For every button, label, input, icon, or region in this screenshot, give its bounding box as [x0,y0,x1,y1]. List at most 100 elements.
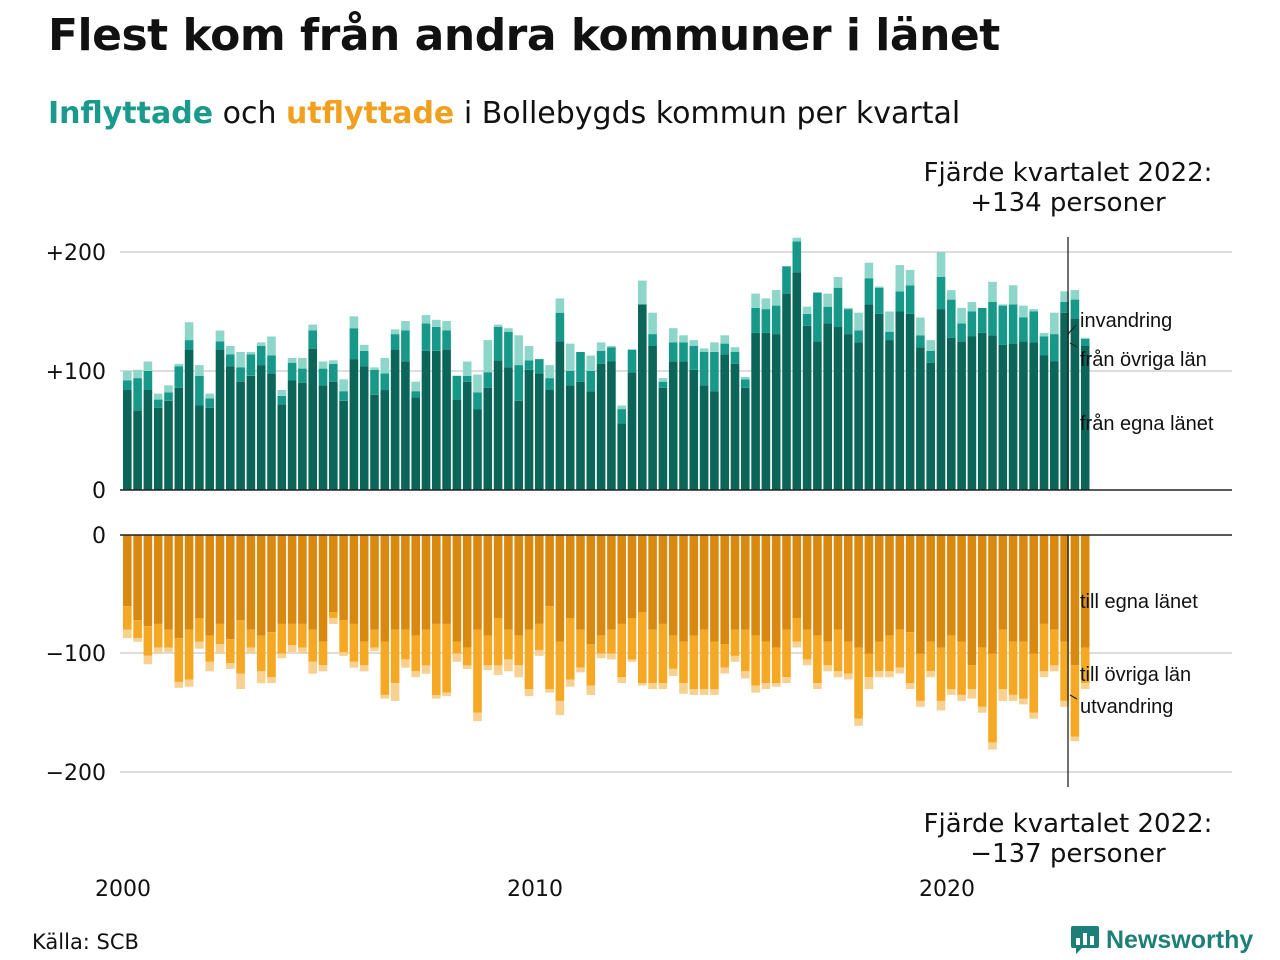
bar-out-utvandring [957,695,966,701]
bar-in-egna [844,334,853,490]
bar-in-egna [905,313,915,490]
bar-in-egna [153,407,163,490]
bar-out-ovriga [277,623,287,654]
bar-out-ovriga [267,632,276,678]
bar-out-ovriga [1008,641,1018,695]
bar-out-utvandring [905,683,915,689]
bar-out-egna [1019,535,1028,642]
bar-in-invandring [741,376,750,380]
bar-out-egna [689,535,699,636]
bar-in-ovriga [844,309,853,335]
bar-in-invandring [359,344,369,351]
bar-out-ovriga [493,618,503,666]
bar-in-ovriga [205,398,214,408]
bar-in-ovriga [730,352,740,364]
bar-in-ovriga [905,285,915,314]
inflow-bars [123,237,1090,491]
bar-out-utvandring [452,653,462,662]
bar-in-ovriga [833,287,843,327]
bar-out-ovriga [514,635,523,666]
bar-in-ovriga [236,367,245,382]
bar-out-ovriga [771,647,781,684]
bar-in-egna [215,349,225,490]
bar-out-ovriga [648,629,657,684]
bar-in-egna [576,381,585,490]
bar-in-egna [524,369,534,490]
bar-out-egna [411,535,420,636]
bar-out-ovriga [411,635,420,672]
bar-in-ovriga [370,369,379,395]
bar-out-utvandring [545,689,554,693]
bar-out-egna [761,535,771,642]
bar-out-egna [874,535,884,642]
bar-in-egna [318,385,328,490]
bar-in-invandring [133,369,142,379]
bar-in-invandring [226,346,235,355]
bar-in-egna [988,335,997,490]
bar-in-invandring [607,346,616,348]
bar-out-utvandring [380,695,390,699]
bar-in-egna [1060,312,1069,490]
bar-in-ovriga [411,391,420,398]
bar-out-ovriga [329,612,338,618]
bar-in-ovriga [751,307,760,333]
bar-in-invandring [823,293,832,307]
bar-out-ovriga [751,635,760,686]
bar-in-egna [298,382,307,490]
bar-out-utvandring [792,641,802,648]
bar-out-egna [1050,535,1059,630]
bar-in-invandring [1080,337,1090,339]
bar-out-ovriga [658,623,668,684]
bar-out-utvandring [421,665,431,674]
bar-out-ovriga [545,606,554,690]
bar-out-utvandring [473,712,482,722]
bar-in-ovriga [143,371,153,390]
bar-in-egna [916,347,925,490]
bar-in-ovriga [452,375,462,400]
bar-out-egna [524,535,534,630]
bar-in-invandring [596,342,606,351]
bar-out-utvandring [596,653,606,659]
bar-in-ovriga [442,330,451,350]
bar-out-egna [504,535,513,630]
bar-in-ovriga [535,359,544,374]
bar-out-utvandring [967,689,977,699]
bar-in-invandring [123,371,132,381]
bar-out-egna [123,535,132,607]
callout-bottom-line2: −137 personer [970,839,1166,869]
bar-in-egna [442,349,451,490]
bar-in-invandring [514,335,523,366]
bar-out-egna [576,535,585,630]
bar-in-invandring [679,335,688,343]
bar-out-ovriga [535,623,544,650]
x-tick: 2010 [507,877,563,902]
newsworthy-logo[interactable]: Newsworthy [1070,924,1253,956]
page-title: Flest kom från andra kommuner i länet [48,10,1000,61]
bar-out-egna [133,535,142,621]
bar-in-ovriga [174,366,184,388]
bar-out-ovriga [349,623,359,662]
bar-out-egna [329,535,338,612]
bar-out-ovriga [761,641,771,684]
bar-out-utvandring [123,629,132,639]
bar-in-egna [1019,341,1028,491]
callout-bottom-line1: Fjärde kvartalet 2022: [923,809,1213,839]
bar-out-utvandring [308,661,317,674]
bar-in-ovriga [926,350,935,363]
bar-in-egna [658,387,668,490]
bar-out-egna [555,535,565,642]
bar-in-egna [143,390,153,490]
bar-in-invandring [988,281,997,302]
bar-in-invandring [318,361,328,369]
bar-out-egna [844,535,853,642]
bar-out-egna [473,535,482,630]
bar-in-invandring [668,328,678,343]
x-tick: 2000 [95,877,151,902]
bar-out-ovriga [452,641,462,654]
bar-in-invandring [493,324,503,327]
bar-in-egna [689,369,699,490]
bar-out-ovriga [133,620,142,639]
bar-out-egna [298,535,307,624]
bar-in-egna [720,354,729,490]
bar-out-ovriga [164,629,173,648]
